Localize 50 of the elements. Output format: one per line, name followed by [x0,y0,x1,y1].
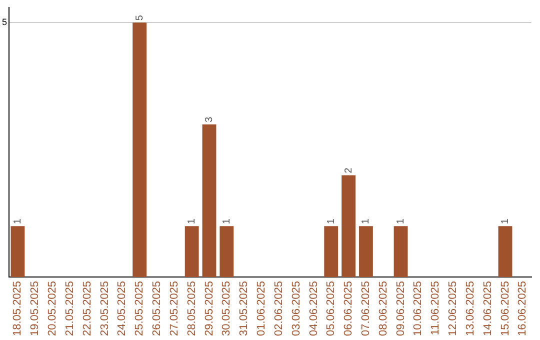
x-tick-label: 16.06.2025 [516,280,529,336]
x-tick-label: 25.05.2025 [134,280,146,336]
x-tick-label: 27.05.2025 [168,280,180,336]
data-label: 5 [134,14,146,21]
x-tick-label: 21.05.2025 [64,280,76,336]
x-tick-label: 26.05.2025 [151,280,164,336]
x-tick-label: 07.06.2025 [360,280,372,336]
x-tick-label: 01.06.2025 [256,280,268,336]
bar [184,226,199,277]
x-tick-label: 15.06.2025 [499,280,512,336]
x-tick-label: 20.05.2025 [46,280,59,336]
x-tick-label: 09.06.2025 [394,280,407,336]
data-label: 2 [343,167,354,174]
x-tick-label: 10.06.2025 [412,280,424,336]
x-tick-label: 04.06.2025 [308,280,320,336]
x-tick-label: 30.05.2025 [220,280,233,336]
x-tick-label: 31.05.2025 [238,280,250,336]
x-tick-label: 03.06.2025 [290,280,302,336]
data-label: 3 [204,116,215,122]
data-label: 1 [500,218,512,224]
x-tick-label: 24.05.2025 [116,280,128,336]
x-tick-label: 06.06.2025 [342,280,355,336]
x-tick-label: 11.06.2025 [430,280,442,336]
x-tick-label: 08.06.2025 [377,280,390,336]
x-tick-label: 12.06.2025 [447,280,460,336]
bar [498,226,512,277]
bar [342,175,356,277]
data-label: 1 [396,218,407,224]
bar [394,226,408,277]
x-tick-label: 13.06.2025 [464,280,476,336]
data-label: 1 [12,218,24,224]
data-label: 1 [221,218,232,224]
bar [220,226,234,277]
bar [202,124,216,277]
x-tick-label: 18.05.2025 [12,280,24,336]
x-tick-label: 29.05.2025 [203,280,216,336]
data-label: 1 [326,218,337,224]
bar [132,22,147,277]
bar [358,226,373,277]
x-tick-label: 19.05.2025 [29,280,42,336]
data-label: 1 [186,218,198,224]
bar [10,226,25,277]
x-tick-label: 22.05.2025 [81,280,94,336]
x-tick-label: 05.06.2025 [325,280,338,336]
data-label: 1 [360,218,372,224]
x-tick-label: 02.06.2025 [272,280,285,336]
x-tick-label: 14.06.2025 [482,280,494,336]
x-tick-label: 28.05.2025 [186,280,198,336]
x-tick-label: 23.05.2025 [98,280,111,336]
bar [324,226,338,277]
